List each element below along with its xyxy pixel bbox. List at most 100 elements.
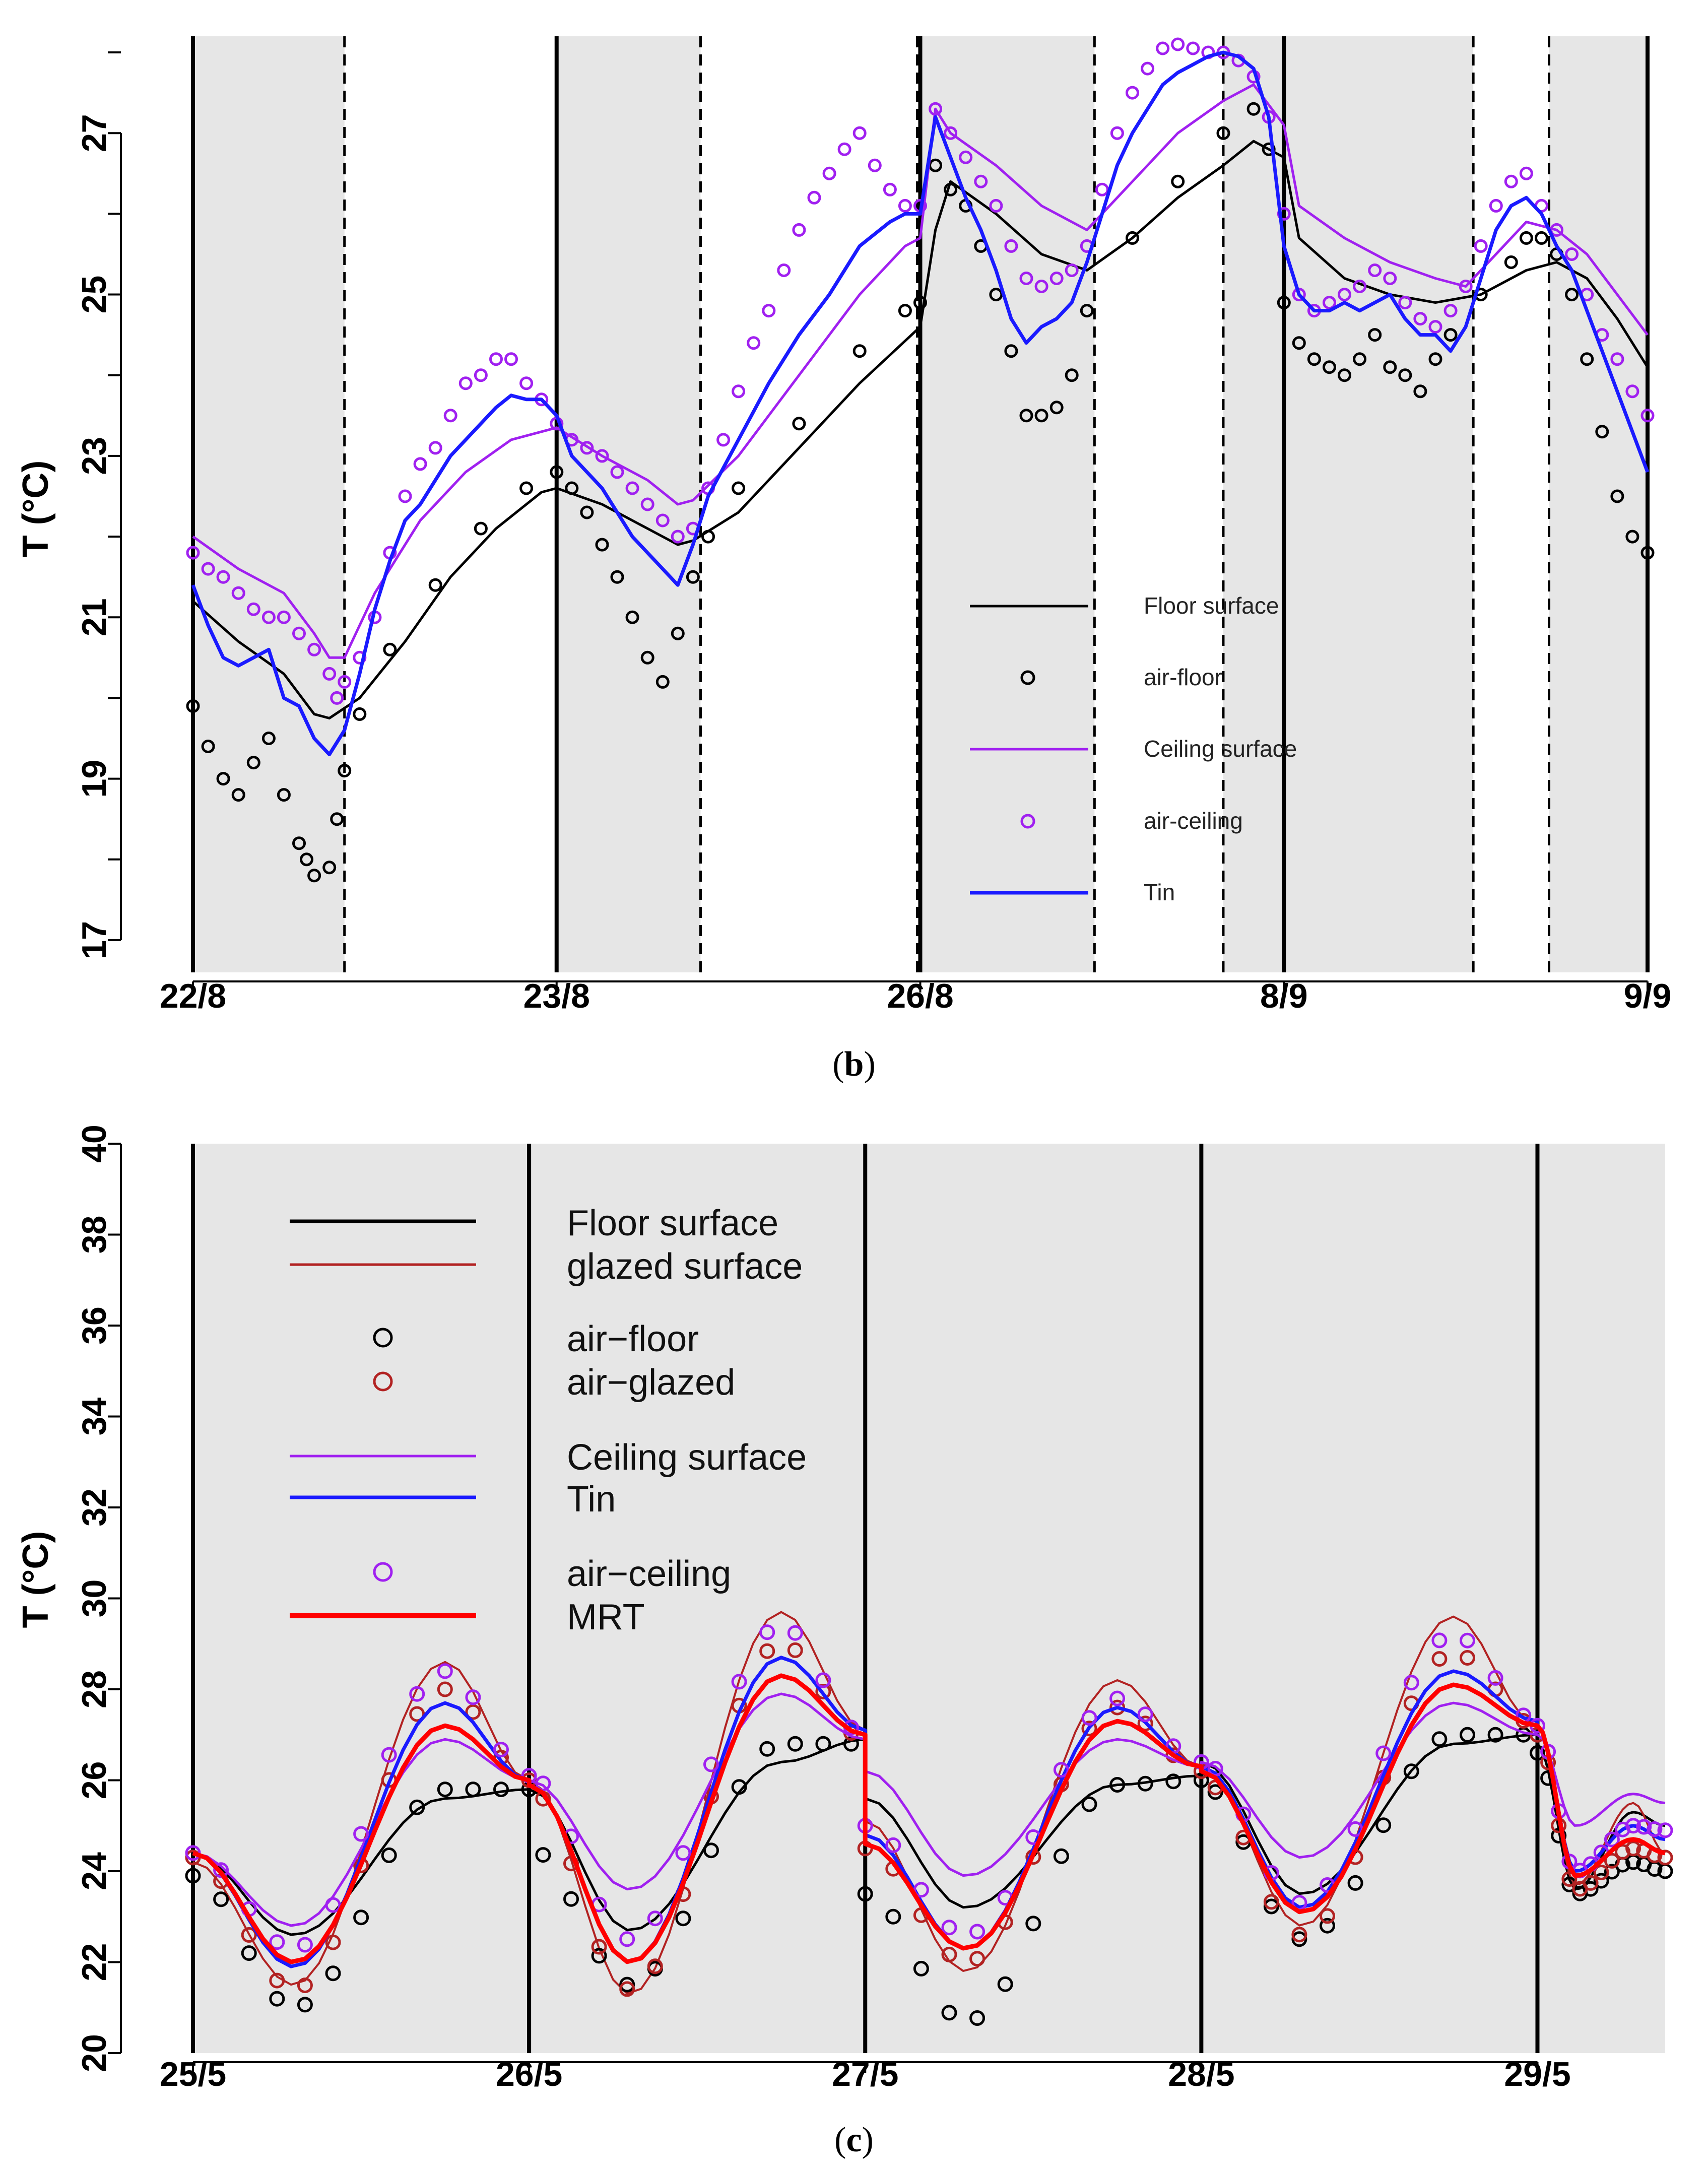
panel-b-air-floor-point bbox=[292, 836, 306, 850]
panel-b-air-floor-point bbox=[640, 650, 654, 665]
panel-b-air-floor-point bbox=[580, 505, 594, 519]
panel-c-air-floor-point bbox=[787, 1736, 803, 1752]
panel-b-air-ceiling-point bbox=[474, 368, 488, 382]
panel-b-y-axis: 17 19 21 23 25 27 bbox=[75, 51, 122, 959]
panel-b-air-ceiling-point bbox=[883, 182, 897, 196]
panel-b-air-floor-point bbox=[944, 182, 958, 196]
legend-b-tin-label: Tin bbox=[1144, 879, 1175, 905]
legend-b-air-floor-label: air-floor bbox=[1144, 664, 1222, 690]
panel-b-air-floor-point bbox=[1640, 546, 1655, 560]
panel-b-air-ceiling-point bbox=[1110, 126, 1124, 140]
panel-c-air-ceiling-point bbox=[1657, 1822, 1673, 1838]
panel-c-x-tick-label: 27/5 bbox=[832, 2055, 898, 2093]
panel-b-air-floor-point bbox=[353, 707, 367, 721]
panel-b-air-ceiling-point bbox=[655, 513, 670, 528]
panel-c-air-floor-point bbox=[1593, 1873, 1609, 1889]
panel-c-air-glazed-point bbox=[1583, 1875, 1599, 1891]
panel-c-air-floor-point bbox=[1193, 1772, 1209, 1788]
panel-c-air-ceiling-point bbox=[969, 1924, 986, 1940]
panel-c-legend: Floor surface glazed surface air−floor a… bbox=[290, 1203, 807, 1637]
panel-b-air-floor-point bbox=[1565, 288, 1579, 302]
panel-b-air-ceiling-point bbox=[929, 102, 943, 116]
panel-b-air-ceiling-point bbox=[1565, 247, 1579, 261]
panel-b-air-floor-point bbox=[1504, 255, 1518, 269]
panel-c-air-floor-point bbox=[1081, 1796, 1097, 1812]
panel-c-air-floor-point bbox=[213, 1891, 229, 1907]
panel-b-air-floor-point bbox=[186, 699, 200, 713]
panel-b-air-ceiling-point bbox=[292, 626, 306, 640]
legend-c-ceiling-surface-label: Ceiling surface bbox=[567, 1437, 807, 1478]
panel-c-air-glazed-point bbox=[1320, 1908, 1335, 1924]
panel-c-air-floor-point bbox=[1137, 1775, 1153, 1792]
panel-b-y-tick-label: 19 bbox=[75, 760, 113, 798]
panel-c-air-floor-point bbox=[997, 1976, 1013, 1992]
panel-b-air-floor-point bbox=[1353, 352, 1367, 366]
legend-b-air-ceiling-marker bbox=[1020, 814, 1035, 829]
panel-c-air-glazed-point bbox=[969, 1951, 986, 1967]
panel-c-air-glazed-point bbox=[619, 1981, 635, 1997]
panel-c-x-axis: 25/5 26/5 27/5 28/5 29/5 bbox=[160, 2055, 1571, 2093]
panel-b-air-ceiling-point bbox=[777, 263, 791, 277]
panel-c-y-axis: 20 22 24 26 28 30 32 34 36 38 40 bbox=[75, 1125, 122, 2072]
panel-b-air-floor-point bbox=[1398, 368, 1412, 382]
panel-b-air-floor-point bbox=[655, 675, 670, 689]
legend-c-air-glazed-marker bbox=[373, 1371, 393, 1392]
panel-b-air-floor-point bbox=[338, 764, 352, 778]
panel-b-air-ceiling-point bbox=[944, 126, 958, 140]
panel-c-y-axis-title: T (°C) bbox=[16, 1531, 56, 1628]
panel-c-air-floor-point bbox=[1403, 1763, 1419, 1779]
panel-b-air-ceiling-point bbox=[1474, 239, 1488, 253]
panel-c-y-tick-label: 28 bbox=[75, 1670, 113, 1708]
panel-b-air-ceiling-point bbox=[595, 449, 609, 463]
panel-c-air-glazed-point bbox=[941, 1946, 957, 1962]
panel-b-air-floor-point bbox=[1216, 126, 1230, 140]
legend-c-air-floor-marker bbox=[373, 1328, 393, 1348]
panel-b-air-floor-point bbox=[307, 869, 321, 883]
panel-c-air-ceiling-point bbox=[1137, 1706, 1153, 1723]
panel-c-y-tick-label: 40 bbox=[75, 1125, 113, 1163]
legend-c-glazed-surface-label: glazed surface bbox=[567, 1246, 803, 1287]
panel-b-air-ceiling-point bbox=[1550, 223, 1564, 237]
panel-b-shaded-span-0 bbox=[193, 36, 345, 972]
panel-c-air-ceiling-point bbox=[1207, 1761, 1223, 1776]
panel-c-air-floor-point bbox=[703, 1842, 719, 1859]
panel-b-air-ceiling-point bbox=[1186, 41, 1200, 55]
panel-c-air-floor-point bbox=[1375, 1817, 1392, 1833]
panel-b-air-floor-point bbox=[792, 417, 806, 431]
panel-b-air-ceiling-point bbox=[974, 174, 988, 188]
panel-c-air-glazed-point bbox=[647, 1958, 663, 1974]
panel-c-air-ceiling-point bbox=[1636, 1819, 1652, 1835]
panel-c-air-ceiling-point bbox=[1487, 1670, 1503, 1686]
panel-b-air-ceiling-point bbox=[1353, 280, 1367, 293]
panel-b-air-ceiling-point bbox=[1443, 304, 1458, 318]
panel-b-day-separators bbox=[191, 36, 1650, 972]
panel-b-air-ceiling-point bbox=[1428, 320, 1442, 334]
panel-c-y-tick-label: 24 bbox=[75, 1852, 113, 1890]
panel-b-air-ceiling-point bbox=[1610, 352, 1624, 366]
panel-b-air-floor-point bbox=[1625, 530, 1639, 544]
panel-b-air-floor-point bbox=[701, 530, 715, 544]
panel-c-air-ceiling-point bbox=[465, 1689, 481, 1705]
panel-b-air-ceiling-point bbox=[1489, 199, 1503, 213]
panel-b-air-floor-point bbox=[595, 538, 609, 552]
panel-b-air-ceiling-point bbox=[428, 441, 442, 455]
panel-c-x-tick-label: 25/5 bbox=[160, 2055, 226, 2093]
panel-b-air-ceiling-point bbox=[201, 562, 215, 576]
panel-b-air-ceiling-point bbox=[822, 166, 836, 180]
panel-c-air-floor-point bbox=[815, 1736, 831, 1752]
panel-b-air-ceiling-point bbox=[186, 546, 200, 560]
panel-c-air-ceiling-point bbox=[297, 1937, 313, 1953]
panel-b-air-floor-point bbox=[201, 740, 215, 753]
panel-c-air-ceiling-point bbox=[885, 1837, 901, 1853]
panel-c-air-ceiling-point bbox=[1053, 1762, 1069, 1778]
legend-b-ceiling-surface-label: Ceiling surface bbox=[1144, 736, 1297, 762]
panel-b-x-tick-label: 26/8 bbox=[887, 977, 953, 1015]
panel-b-air-ceiling-point bbox=[792, 223, 806, 237]
panel-c-air-floor-point bbox=[759, 1741, 775, 1757]
panel-b-air-ceiling-point bbox=[989, 199, 1003, 213]
panel-b-air-ceiling-point bbox=[1156, 41, 1170, 55]
legend-c-air-ceiling-marker bbox=[373, 1562, 393, 1582]
panel-c-air-ceiling-point bbox=[1081, 1710, 1097, 1726]
panel-b-air-floor-point bbox=[1246, 102, 1261, 116]
panel-b-air-ceiling-point bbox=[1459, 280, 1473, 293]
